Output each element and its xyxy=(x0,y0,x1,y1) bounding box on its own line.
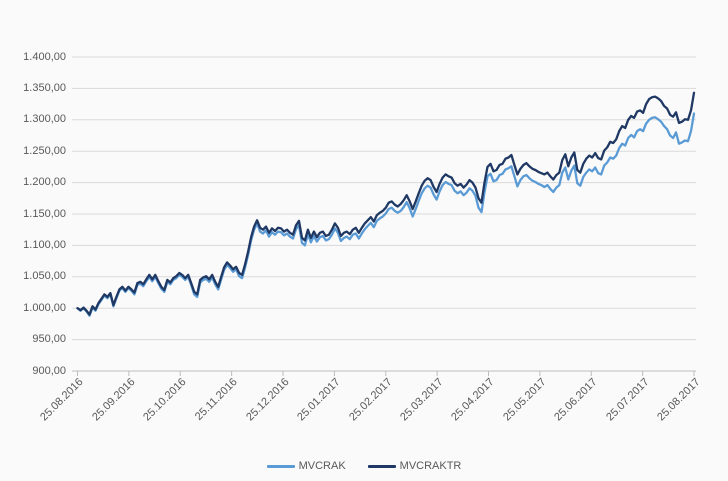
y-axis-label: 1.050,00 xyxy=(23,270,66,283)
y-axis-label: 950,00 xyxy=(32,333,66,346)
series-line-mvcraktr xyxy=(76,91,696,316)
y-axis-label: 1.250,00 xyxy=(23,144,66,157)
y-axis-label: 1.300,00 xyxy=(23,113,66,126)
legend-item-mvcrak: MVCRAK xyxy=(266,460,346,472)
y-axis-label: 1.150,00 xyxy=(23,207,66,220)
y-axis-label: 1.350,00 xyxy=(23,81,66,94)
legend-line-swatch-mvcraktr xyxy=(367,464,396,468)
legend-item-mvcraktr: MVCRAKTR xyxy=(367,460,462,472)
y-axis-label: 1.100,00 xyxy=(23,238,66,251)
y-axis-label: 1.400,00 xyxy=(23,50,66,63)
legend-label-mvcrak: MVCRAK xyxy=(298,460,346,472)
legend-line-swatch-mvcrak xyxy=(266,464,295,468)
legend-label-mvcraktr: MVCRAKTR xyxy=(399,460,462,472)
y-axis-label: 1.000,00 xyxy=(23,301,66,314)
legend: MVCRAK MVCRAKTR xyxy=(0,457,728,475)
series-line-mvcrak xyxy=(76,112,696,317)
y-axis-label: 900,00 xyxy=(32,364,66,377)
y-axis-label: 1.200,00 xyxy=(23,176,66,189)
